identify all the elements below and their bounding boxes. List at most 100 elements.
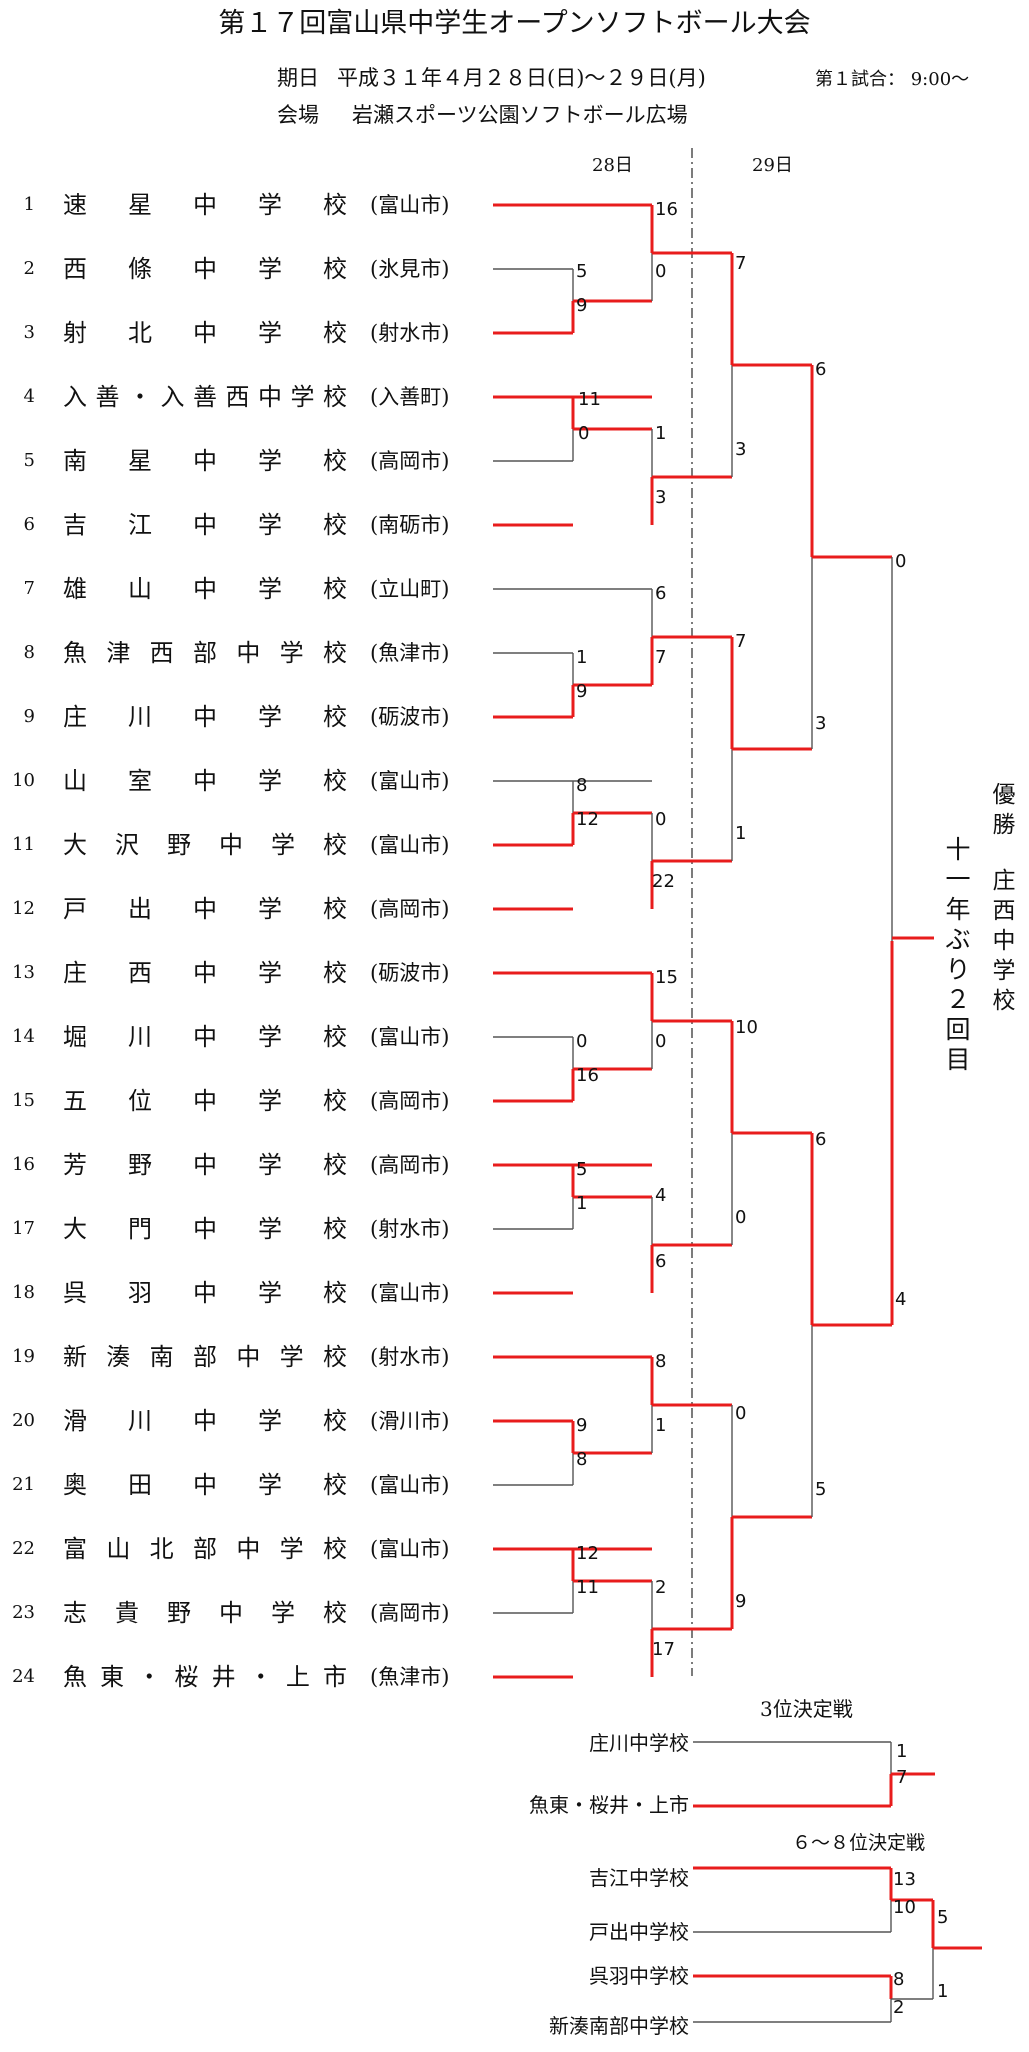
team-city: (砺波市) [370, 961, 450, 985]
team-name: 志貴野中学校 [63, 1599, 347, 1627]
score-label: 7 [655, 647, 667, 668]
score-label: 3 [735, 439, 747, 460]
score-label: 9 [576, 295, 588, 316]
score-label: 0 [578, 423, 590, 444]
team-city: (射水市) [370, 1345, 450, 1369]
score-label: 9 [576, 1415, 588, 1436]
score-label: 5 [576, 261, 588, 282]
score-label: 4 [895, 1289, 907, 1310]
score-label: 0 [576, 1031, 588, 1052]
team-number: 6 [23, 514, 35, 535]
team-number: 12 [12, 898, 35, 919]
team-city: (射水市) [370, 1217, 450, 1241]
score-label: 6 [655, 1251, 667, 1272]
score-label: 4 [655, 1185, 667, 1206]
team-number: 24 [12, 1666, 35, 1687]
team-number: 19 [12, 1346, 35, 1367]
score-label: 22 [652, 871, 675, 892]
score-label: 8 [576, 1449, 588, 1470]
score-label: 8 [893, 1969, 905, 1990]
score-label: 16 [576, 1065, 599, 1086]
score-label: 2 [893, 1997, 905, 2018]
champion-team: 庄西中学校 [992, 868, 1016, 1014]
score-label: 5 [937, 1907, 949, 1928]
team-city: (高岡市) [370, 1153, 450, 1177]
team-number: 18 [12, 1282, 35, 1303]
team-city: (富山市) [370, 1025, 450, 1049]
score-label: 0 [735, 1207, 747, 1228]
team-number: 2 [23, 258, 35, 279]
score-label: 1 [735, 823, 747, 844]
score-label: 1 [576, 647, 588, 668]
score-label: 6 [655, 583, 667, 604]
score-label: 10 [893, 1897, 916, 1918]
score-label: 11 [576, 1577, 599, 1598]
third-place-title: 3位決定戦 [760, 1697, 853, 1721]
team-number: 11 [12, 834, 35, 855]
team-city: (射水市) [370, 321, 450, 345]
team-city: (高岡市) [370, 1089, 450, 1113]
team-number: 16 [12, 1154, 35, 1175]
team-name: 富山北部中学校 [63, 1535, 347, 1563]
team-name: 魚津西部中学校 [63, 639, 347, 667]
score-label: 0 [735, 1403, 747, 1424]
score-label: 5 [815, 1479, 827, 1500]
team-city: (富山市) [370, 1473, 450, 1497]
team-number: 5 [23, 450, 35, 471]
placement-team-4: 新湊南部中学校 [549, 2014, 689, 2038]
date-label: 期日 [277, 66, 319, 90]
team-city: (高岡市) [370, 1601, 450, 1625]
team-name: 西條中学校 [63, 255, 347, 283]
day-label-28: 28日 [592, 155, 633, 176]
score-label: 2 [655, 1577, 667, 1598]
team-name: 魚東・桜井・上市 [63, 1663, 347, 1691]
team-number: 15 [12, 1090, 35, 1111]
team-name: 庄川中学校 [63, 703, 347, 731]
team-name: 雄山中学校 [63, 575, 347, 603]
team-number: 4 [23, 386, 35, 407]
score-label: 6 [815, 1129, 827, 1150]
first-match-time: 第１試合： 9:00～ [815, 69, 970, 90]
third-place-team-1: 庄川中学校 [589, 1731, 689, 1755]
score-label: 17 [652, 1639, 675, 1660]
venue-label: 会場 [277, 103, 319, 127]
team-number: 20 [12, 1410, 35, 1431]
score-label: 12 [576, 809, 599, 830]
team-city: (砺波市) [370, 705, 450, 729]
score-label: 9 [735, 1591, 747, 1612]
team-name: 新湊南部中学校 [63, 1343, 347, 1371]
team-city: (富山市) [370, 193, 450, 217]
team-name: 堀川中学校 [63, 1023, 347, 1051]
score-label: 6 [815, 359, 827, 380]
team-number: 3 [23, 322, 35, 343]
score-label: 8 [576, 775, 588, 796]
day-label-29: 29日 [752, 155, 793, 176]
score-label: 0 [895, 551, 907, 572]
placement-team-1: 吉江中学校 [589, 1866, 689, 1890]
score-label: 5 [576, 1159, 588, 1180]
team-name: 奥田中学校 [63, 1471, 347, 1499]
score-label: 10 [735, 1017, 758, 1038]
team-city: (富山市) [370, 769, 450, 793]
score-label: 16 [655, 199, 678, 220]
team-number: 10 [12, 770, 35, 791]
score-label: 0 [655, 809, 667, 830]
team-city: (高岡市) [370, 897, 450, 921]
team-city: (南砺市) [370, 513, 450, 537]
team-city: (氷見市) [370, 257, 450, 281]
score-label: 7 [896, 1767, 908, 1788]
third-place-team-2: 魚東・桜井・上市 [529, 1793, 689, 1817]
score-label: 1 [576, 1193, 588, 1214]
score-label: 1 [655, 1415, 667, 1436]
team-name: 射北中学校 [63, 319, 347, 347]
team-number: 23 [12, 1602, 35, 1623]
team-city: (滑川市) [370, 1409, 450, 1433]
team-city: (富山市) [370, 833, 450, 857]
score-label: 7 [735, 631, 747, 652]
placement-team-2: 戸出中学校 [589, 1920, 689, 1944]
placement-team-3: 呉羽中学校 [589, 1964, 689, 1988]
team-name: 戸出中学校 [63, 895, 347, 923]
team-city: (立山町) [370, 577, 450, 601]
team-name: 吉江中学校 [63, 511, 347, 539]
